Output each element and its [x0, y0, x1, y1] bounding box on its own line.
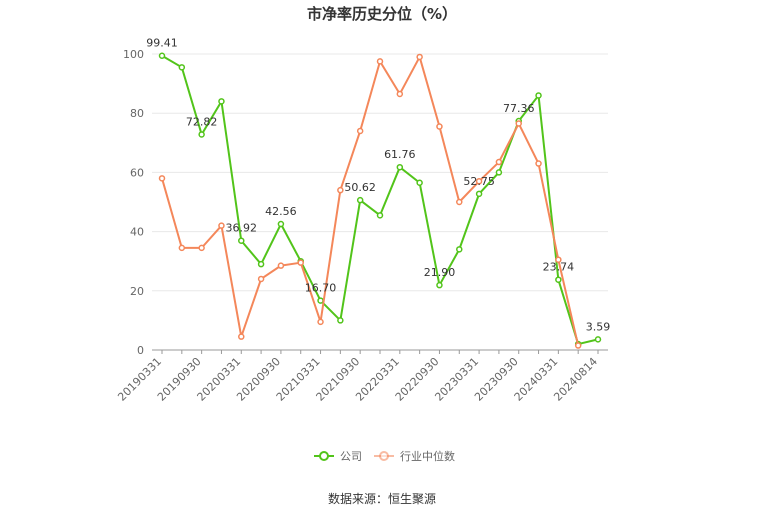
data-point — [436, 123, 443, 130]
data-point — [218, 222, 225, 229]
data-point — [356, 127, 364, 135]
data-point — [238, 333, 245, 340]
y-tick-label: 80 — [130, 107, 144, 120]
data-point — [317, 318, 324, 326]
data-label: 72.82 — [186, 115, 218, 128]
data-point — [158, 52, 166, 59]
data-point — [337, 317, 344, 324]
data-point — [356, 196, 364, 204]
data-point — [277, 262, 285, 269]
data-point — [178, 64, 186, 71]
data-point — [396, 90, 404, 98]
data-label: 52.75 — [463, 175, 495, 188]
data-label: 99.41 — [146, 37, 178, 50]
data-point — [555, 276, 562, 283]
data-label: 36.92 — [226, 222, 258, 235]
data-label: 23.74 — [543, 261, 575, 274]
y-tick-label: 100 — [123, 48, 144, 61]
chart-title: 市净率历史分位（%） — [307, 5, 457, 23]
data-label: 21.90 — [424, 266, 456, 279]
data-point — [178, 244, 186, 252]
source-text: 数据来源：恒生聚源 — [328, 491, 436, 506]
series-line-0 — [161, 54, 599, 346]
data-label: 3.59 — [586, 320, 611, 333]
series-layer — [158, 52, 602, 349]
data-point — [594, 336, 602, 343]
data-point — [198, 131, 205, 138]
data-point — [376, 212, 384, 219]
data-point — [198, 244, 205, 252]
data-label: 42.56 — [265, 205, 297, 218]
legend: 公司 行业中位数 — [314, 449, 455, 463]
data-point — [416, 53, 423, 61]
data-point — [257, 275, 265, 283]
data-point — [535, 160, 542, 167]
data-point — [337, 186, 344, 194]
data-point — [475, 190, 483, 198]
data-point — [436, 281, 443, 289]
data-point — [257, 260, 265, 268]
data-point — [456, 198, 463, 206]
y-tick-label: 40 — [130, 226, 144, 239]
data-labels: 99.41 72.82 36.92 42.56 16.70 50.62 61.76 21.90… — [146, 37, 610, 334]
y-tick-label: 0 — [137, 344, 144, 357]
legend-marker — [379, 451, 389, 461]
data-point — [376, 58, 384, 65]
y-tick-label: 60 — [130, 166, 144, 179]
data-point — [297, 259, 304, 266]
data-point — [535, 92, 542, 99]
legend-label: 公司 — [340, 450, 362, 463]
data-point — [475, 178, 483, 185]
legend-label: 行业中位数 — [400, 449, 455, 463]
grid — [152, 53, 608, 292]
data-point — [456, 246, 463, 253]
data-point — [277, 220, 285, 228]
data-point — [495, 158, 503, 166]
data-label: 16.70 — [305, 282, 337, 295]
data-label: 77.36 — [503, 102, 535, 115]
data-label: 61.76 — [384, 148, 416, 161]
data-point — [555, 256, 562, 263]
data-point — [396, 163, 404, 171]
data-point — [158, 175, 166, 182]
data-point — [495, 169, 503, 176]
data-point — [515, 120, 522, 127]
y-tick-label: 20 — [130, 285, 144, 298]
data-point — [218, 98, 225, 105]
data-point — [574, 342, 582, 349]
legend-marker — [319, 451, 329, 461]
data-point — [416, 179, 423, 187]
data-label: 50.62 — [344, 181, 376, 194]
series-line-1 — [161, 55, 580, 346]
data-point — [238, 237, 245, 244]
data-point — [317, 297, 324, 304]
x-tick-label: 20240814 — [551, 355, 600, 404]
